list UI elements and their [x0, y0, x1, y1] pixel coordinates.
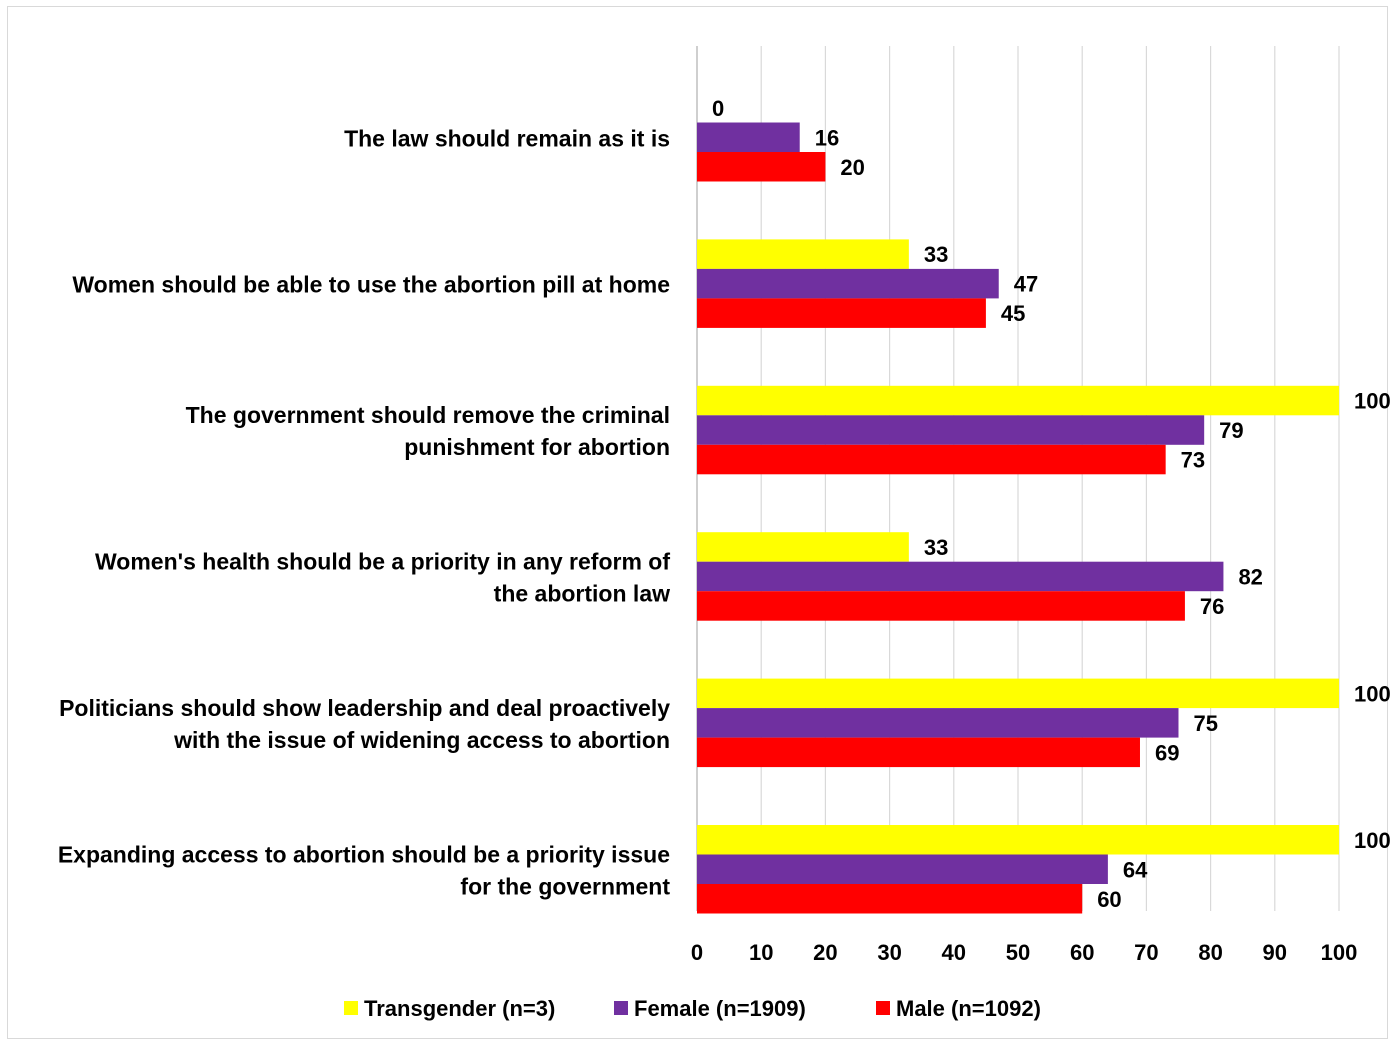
bar: [697, 385, 1339, 416]
data-label: 33: [924, 535, 948, 560]
category-label: with the issue of widening access to abo…: [173, 727, 670, 753]
category-label: punishment for abortion: [404, 434, 670, 460]
category-label: The law should remain as it is: [344, 125, 670, 151]
data-label: 100: [1354, 681, 1391, 706]
category-label: Expanding access to abortion should be a…: [58, 841, 670, 867]
bar: [697, 708, 1179, 738]
data-label: 0: [712, 96, 724, 121]
bar: [697, 298, 986, 328]
data-label: 79: [1219, 418, 1243, 443]
x-tick-label: 100: [1321, 940, 1358, 965]
x-tick-label: 10: [749, 940, 773, 965]
bar: [697, 678, 1339, 709]
bar: [697, 591, 1185, 621]
data-label: 60: [1097, 887, 1121, 912]
legend-swatch: [614, 1001, 628, 1015]
legend-swatch: [876, 1001, 890, 1015]
data-label: 45: [1001, 301, 1025, 326]
bar: [697, 268, 999, 299]
legend-label: Transgender (n=3): [364, 996, 555, 1021]
legend-label: Male (n=1092): [896, 996, 1041, 1021]
bar: [697, 884, 1083, 914]
legend-swatch: [344, 1001, 358, 1015]
data-label: 73: [1181, 448, 1205, 473]
category-labels: The law should remain as it is Women shou…: [58, 125, 671, 899]
x-tick-label: 40: [942, 940, 966, 965]
x-tick-label: 60: [1070, 940, 1094, 965]
data-label: 16: [815, 125, 839, 150]
bar: [697, 854, 1108, 884]
category-label: the abortion law: [494, 580, 670, 606]
bar: [697, 561, 1224, 592]
x-tick-label: 0: [691, 940, 703, 965]
data-label: 69: [1155, 740, 1179, 765]
x-tick-labels: 0 10 20 30 40 50 60 70 80 90 100: [691, 940, 1357, 965]
bar: [697, 444, 1166, 475]
bar: [697, 532, 909, 562]
data-label: 76: [1200, 594, 1224, 619]
legend-label: Female (n=1909): [634, 996, 806, 1021]
x-tick-label: 20: [813, 940, 837, 965]
bar: [697, 122, 800, 152]
data-label: 33: [924, 242, 948, 267]
bar: [697, 239, 909, 269]
x-tick-label: 70: [1134, 940, 1158, 965]
data-label: 64: [1123, 857, 1148, 882]
x-tick-label: 90: [1263, 940, 1287, 965]
category-label: The government should remove the crimina…: [186, 402, 670, 428]
data-label: 100: [1354, 828, 1391, 853]
category-label: Politicians should show leadership and d…: [59, 695, 670, 721]
data-label: 100: [1354, 389, 1391, 414]
bar: [697, 415, 1205, 445]
bar: [697, 737, 1140, 768]
x-tick-label: 30: [877, 940, 901, 965]
legend: Transgender (n=3) Female (n=1909) Male (n=…: [344, 996, 1041, 1021]
data-label: 47: [1014, 272, 1038, 297]
category-label: for the government: [460, 873, 670, 899]
category-label: Women should be able to use the abortion…: [72, 272, 670, 298]
data-label: 20: [840, 155, 864, 180]
bar: [697, 825, 1339, 855]
category-label: Women's health should be a priority in a…: [95, 548, 670, 574]
x-tick-label: 50: [1006, 940, 1030, 965]
data-label: 75: [1194, 711, 1218, 736]
bar: [697, 152, 826, 182]
x-tick-label: 80: [1198, 940, 1222, 965]
data-label: 82: [1238, 564, 1262, 589]
